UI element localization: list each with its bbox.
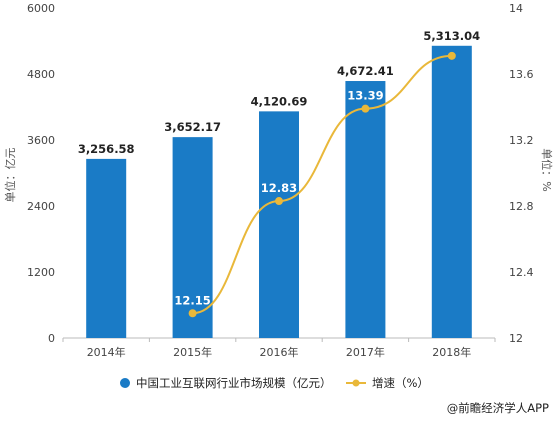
x-tick-label: 2017年 xyxy=(346,345,385,359)
bar-value-label: 4,120.69 xyxy=(251,94,308,108)
y-right-tick-label: 13.6 xyxy=(509,68,534,81)
growth-rate-label: 12.83 xyxy=(261,181,297,195)
growth-rate-point xyxy=(447,51,456,60)
legend-bar-swatch xyxy=(120,378,130,388)
bar-value-label: 5,313.04 xyxy=(423,29,480,43)
x-tick-label: 2018年 xyxy=(432,345,471,359)
growth-rate-label: 12.15 xyxy=(174,293,210,307)
x-tick-label: 2014年 xyxy=(87,345,126,359)
legend: 中国工业互联网行业市场规模（亿元） 增速（%） xyxy=(120,376,429,390)
x-tick-label: 2015年 xyxy=(173,345,212,359)
y-left-tick-label: 1200 xyxy=(27,266,55,279)
bar xyxy=(431,45,472,338)
bar xyxy=(345,81,386,338)
growth-rate-line xyxy=(192,54,452,315)
growth-rate-label: 13.39 xyxy=(347,89,383,103)
bar-value-label: 4,672.41 xyxy=(337,64,394,78)
bar-value-label: 3,256.58 xyxy=(78,142,135,156)
y-left-tick-label: 0 xyxy=(48,332,55,345)
y-axis-left-title: 单位：亿元 xyxy=(3,148,17,203)
y-left-tick-label: 2400 xyxy=(27,200,55,213)
y-left-tick-label: 3600 xyxy=(27,134,55,147)
growth-rate-point xyxy=(275,197,283,206)
y-right-tick-label: 14 xyxy=(509,2,523,15)
growth-rate-point xyxy=(188,309,197,318)
y-right-tick-label: 12.4 xyxy=(509,266,534,279)
y-axis-right-title: 单位：% xyxy=(540,148,554,191)
x-tick-label: 2016年 xyxy=(260,345,299,359)
y-right-tick-label: 13.2 xyxy=(509,134,534,147)
legend-line-marker xyxy=(352,379,360,387)
bar-value-label: 3,652.17 xyxy=(164,120,221,134)
bar xyxy=(86,158,127,338)
growth-rate-point xyxy=(361,104,370,113)
y-left-tick-label: 4800 xyxy=(27,68,55,81)
y-right-tick-label: 12.8 xyxy=(509,200,534,213)
y-right-tick-label: 12 xyxy=(509,332,523,345)
y-left-tick-label: 6000 xyxy=(27,2,55,15)
bar xyxy=(172,137,213,338)
legend-bar-label: 中国工业互联网行业市场规模（亿元） xyxy=(136,376,332,390)
legend-line-label: 增速（%） xyxy=(372,376,429,390)
bar xyxy=(259,111,299,338)
source-credit: @前瞻经济学人APP xyxy=(447,401,549,415)
